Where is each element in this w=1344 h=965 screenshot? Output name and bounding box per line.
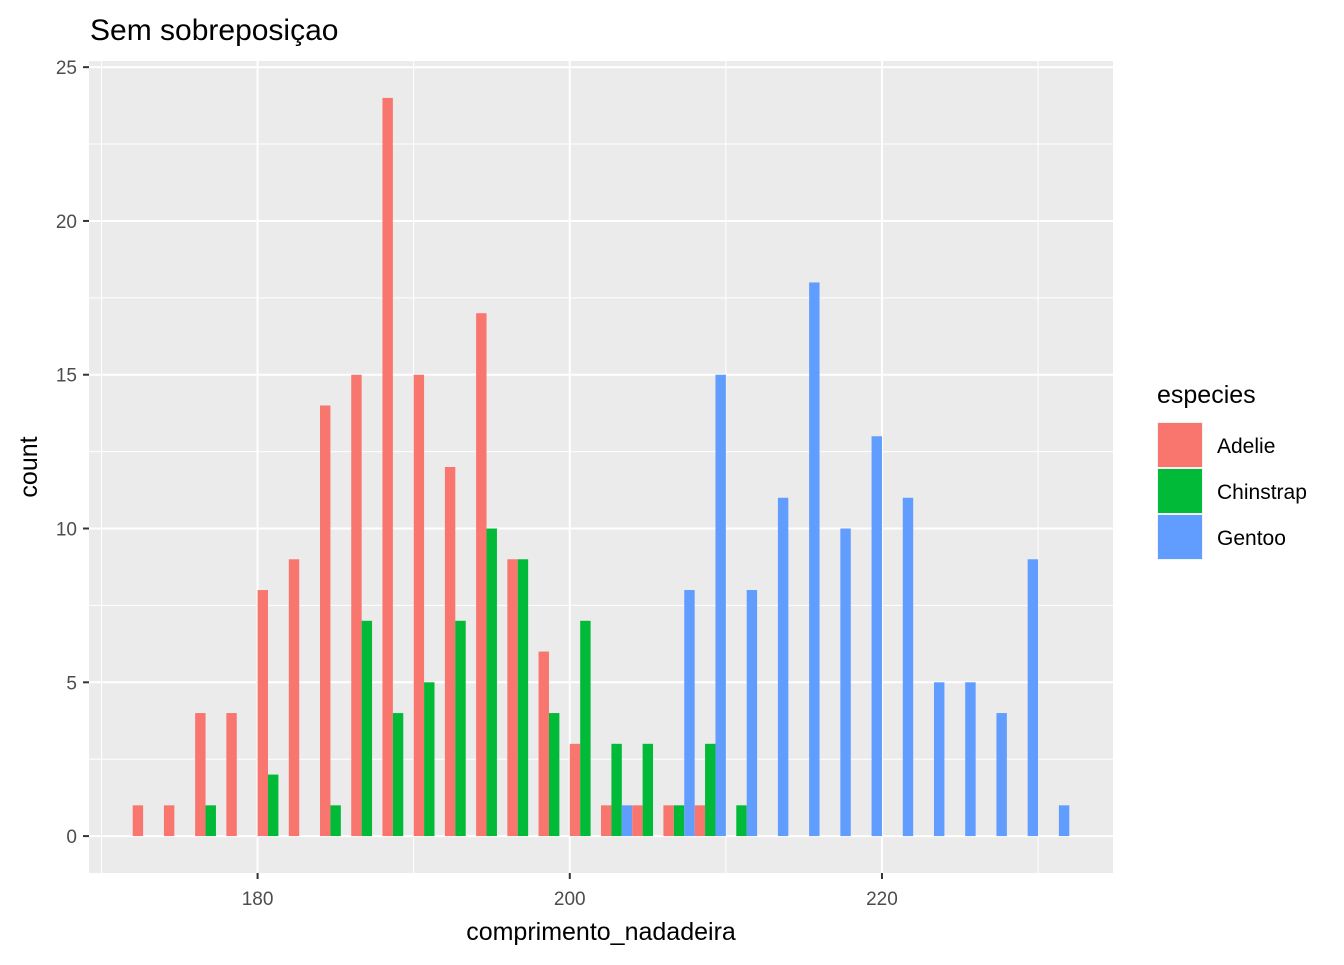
bar-adelie xyxy=(663,805,674,837)
y-tick-label: 25 xyxy=(56,58,77,79)
bar-chinstrap xyxy=(205,805,216,837)
bar-adelie xyxy=(694,805,706,837)
bar-adelie xyxy=(601,805,612,837)
bar-chinstrap xyxy=(330,805,341,837)
bar-adelie xyxy=(538,651,549,837)
bar-chinstrap xyxy=(361,620,373,837)
bar-adelie xyxy=(257,590,268,837)
bar-chinstrap xyxy=(424,682,435,837)
legend: especies Adelie Chinstrap Gentoo xyxy=(1157,381,1307,560)
bar-adelie xyxy=(569,743,581,837)
bar-adelie xyxy=(163,805,175,837)
x-axis-title: comprimento_nadadeira xyxy=(466,918,736,946)
bar-adelie xyxy=(195,713,206,837)
legend-label-adelie: Adelie xyxy=(1217,435,1275,458)
bar-chinstrap xyxy=(736,805,747,837)
legend-label-chinstrap: Chinstrap xyxy=(1217,481,1307,504)
y-tick-label: 15 xyxy=(56,366,77,387)
y-tick-label: 0 xyxy=(66,827,77,848)
legend-title: especies xyxy=(1157,381,1256,409)
y-tick-label: 20 xyxy=(56,212,77,233)
bar-adelie xyxy=(444,467,456,837)
bar-adelie xyxy=(288,559,300,837)
y-tick-label: 5 xyxy=(66,673,77,694)
x-tick-label: 180 xyxy=(242,889,274,910)
bar-gentoo xyxy=(621,805,633,837)
chart-title: Sem sobreposiçao xyxy=(90,14,338,47)
bar-adelie xyxy=(132,805,144,837)
bar-chinstrap xyxy=(580,620,591,837)
legend-key-adelie xyxy=(1158,423,1202,467)
bar-gentoo xyxy=(715,374,726,837)
bar-chinstrap xyxy=(642,743,654,837)
bar-gentoo xyxy=(1027,559,1039,837)
bar-gentoo xyxy=(965,682,976,837)
bar-gentoo xyxy=(777,497,789,837)
x-tick-label: 200 xyxy=(554,889,586,910)
bar-gentoo xyxy=(684,590,695,837)
bar-chinstrap xyxy=(611,743,622,837)
legend-key-gentoo xyxy=(1158,515,1202,559)
bar-adelie xyxy=(351,374,362,837)
bar-adelie xyxy=(413,374,425,837)
bar-adelie xyxy=(632,805,643,837)
bar-gentoo xyxy=(934,682,945,837)
bar-adelie xyxy=(382,97,393,837)
y-axis-title: count xyxy=(15,436,43,497)
y-tick-label: 10 xyxy=(56,520,77,541)
bar-chinstrap xyxy=(705,743,716,837)
bar-gentoo xyxy=(746,590,758,837)
bar-adelie xyxy=(476,313,487,837)
bar-gentoo xyxy=(996,713,1007,837)
bar-chinstrap xyxy=(267,774,279,837)
legend-label-gentoo: Gentoo xyxy=(1217,527,1286,550)
bar-adelie xyxy=(507,559,518,837)
y-axis: 0 5 10 15 20 25 xyxy=(56,58,89,848)
bar-chinstrap xyxy=(673,805,685,837)
bar-chinstrap xyxy=(517,559,529,837)
bar-gentoo xyxy=(809,282,820,837)
bar-chinstrap xyxy=(392,713,404,837)
plot-panel xyxy=(89,61,1113,873)
bar-chinstrap xyxy=(455,620,466,837)
bar-chinstrap xyxy=(486,528,497,837)
bar-gentoo xyxy=(840,528,851,837)
bar-gentoo xyxy=(871,436,882,837)
x-tick-label: 220 xyxy=(866,889,898,910)
bar-gentoo xyxy=(902,497,914,837)
bar-adelie xyxy=(226,713,237,837)
bars xyxy=(132,97,1070,837)
bar-gentoo xyxy=(1058,805,1070,837)
bar-adelie xyxy=(320,405,331,837)
legend-key-chinstrap xyxy=(1158,469,1202,513)
bar-chinstrap xyxy=(548,713,560,837)
x-axis: 180 200 220 xyxy=(242,873,898,910)
